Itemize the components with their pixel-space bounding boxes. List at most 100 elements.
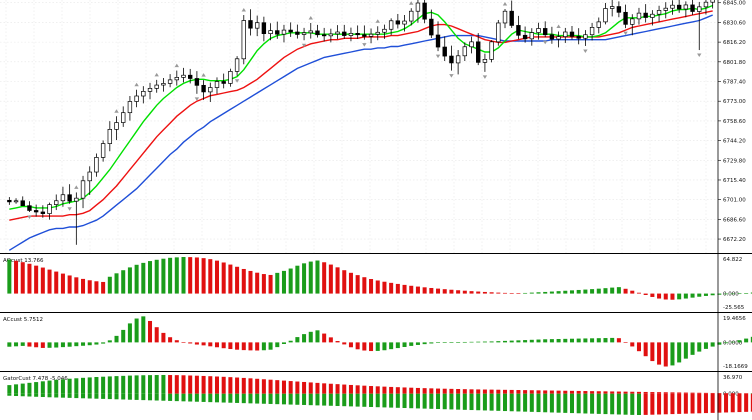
histogram-bar[interactable] — [683, 293, 688, 299]
histogram-bar[interactable] — [590, 338, 595, 343]
histogram-bar[interactable] — [342, 384, 347, 394]
candle-body[interactable] — [415, 2, 421, 12]
histogram-bar[interactable] — [295, 265, 300, 294]
candle-body[interactable] — [556, 36, 561, 40]
histogram-bar[interactable] — [462, 341, 467, 343]
histogram-bar[interactable] — [583, 393, 588, 414]
histogram-bar[interactable] — [677, 293, 682, 300]
histogram-bar[interactable] — [590, 393, 595, 414]
histogram-bar[interactable] — [496, 341, 501, 343]
candle-body[interactable] — [502, 10, 508, 24]
candle-body[interactable] — [623, 11, 628, 25]
histogram-bar[interactable] — [663, 293, 668, 300]
histogram-bar[interactable] — [543, 390, 548, 394]
histogram-bar[interactable] — [543, 393, 548, 413]
histogram-bar[interactable] — [724, 342, 729, 344]
candle-body[interactable] — [609, 6, 615, 9]
histogram-bar[interactable] — [348, 393, 353, 407]
candle-body[interactable] — [301, 32, 307, 35]
histogram-bar[interactable] — [556, 338, 561, 343]
histogram-bar[interactable] — [107, 340, 112, 343]
candle-body[interactable] — [335, 31, 340, 35]
candle-body[interactable] — [596, 21, 601, 28]
histogram-bar[interactable] — [462, 393, 467, 410]
histogram-bar[interactable] — [87, 393, 92, 399]
histogram-bar[interactable] — [482, 393, 487, 411]
histogram-bar[interactable] — [730, 393, 735, 394]
histogram-bar[interactable] — [710, 293, 715, 296]
histogram-bar[interactable] — [650, 342, 655, 362]
histogram-bar[interactable] — [469, 393, 474, 411]
histogram-bar[interactable] — [355, 342, 360, 350]
histogram-bar[interactable] — [308, 261, 313, 294]
histogram-bar[interactable] — [328, 264, 333, 294]
candle-body[interactable] — [549, 34, 555, 40]
candle-body[interactable] — [409, 10, 414, 22]
histogram-bar[interactable] — [670, 293, 675, 300]
candle-body[interactable] — [181, 74, 186, 78]
histogram-bar[interactable] — [335, 393, 340, 406]
histogram-bar[interactable] — [235, 342, 240, 350]
histogram-bar[interactable] — [663, 393, 668, 415]
histogram-bar[interactable] — [590, 391, 595, 394]
candle-body[interactable] — [268, 30, 273, 34]
histogram-bar[interactable] — [623, 342, 628, 343]
histogram-bar[interactable] — [663, 392, 668, 394]
histogram-bar[interactable] — [255, 342, 260, 351]
histogram-bar[interactable] — [141, 262, 146, 294]
histogram-bar[interactable] — [181, 375, 186, 394]
histogram-bar[interactable] — [683, 342, 688, 359]
candle-body[interactable] — [536, 28, 541, 33]
histogram-bar[interactable] — [563, 390, 568, 394]
histogram-bar[interactable] — [67, 275, 72, 294]
histogram-bar[interactable] — [422, 287, 427, 294]
histogram-bar[interactable] — [228, 393, 233, 403]
histogram-bar[interactable] — [469, 291, 474, 294]
candle-body[interactable] — [208, 87, 213, 93]
histogram-bar[interactable] — [141, 375, 146, 394]
histogram-bar[interactable] — [382, 281, 387, 294]
histogram-bar[interactable] — [710, 393, 715, 413]
histogram-bar[interactable] — [355, 385, 360, 394]
candle-body[interactable] — [455, 55, 461, 64]
histogram-bar[interactable] — [750, 336, 752, 343]
histogram-bar[interactable] — [275, 380, 280, 394]
histogram-bar[interactable] — [281, 393, 286, 405]
candle-body[interactable] — [241, 20, 246, 60]
candle-body[interactable] — [509, 10, 514, 26]
histogram-bar[interactable] — [315, 382, 320, 394]
candle-body[interactable] — [107, 129, 113, 144]
candle-body[interactable] — [576, 36, 581, 39]
candle-body[interactable] — [147, 87, 153, 92]
candle-body[interactable] — [221, 81, 226, 84]
histogram-bar[interactable] — [717, 393, 722, 413]
histogram-bar[interactable] — [34, 265, 39, 294]
histogram-bar[interactable] — [737, 393, 742, 394]
histogram-bar[interactable] — [107, 276, 112, 294]
histogram-bar[interactable] — [214, 393, 219, 403]
histogram-bar[interactable] — [174, 340, 179, 343]
candle-body[interactable] — [27, 205, 32, 211]
histogram-bar[interactable] — [161, 374, 166, 394]
histogram-bar[interactable] — [703, 293, 708, 296]
histogram-bar[interactable] — [603, 391, 608, 394]
histogram-bar[interactable] — [188, 375, 193, 394]
histogram-bar[interactable] — [436, 288, 441, 294]
candle-body[interactable] — [388, 20, 394, 30]
candle-body[interactable] — [174, 77, 179, 81]
histogram-bar[interactable] — [737, 393, 742, 413]
candle-body[interactable] — [563, 31, 568, 38]
histogram-bar[interactable] — [201, 342, 206, 346]
histogram-bar[interactable] — [636, 393, 641, 415]
histogram-bar[interactable] — [114, 335, 119, 343]
histogram-bar[interactable] — [275, 272, 280, 294]
histogram-bar[interactable] — [623, 391, 628, 394]
histogram-bar[interactable] — [482, 389, 487, 394]
histogram-bar[interactable] — [616, 391, 621, 394]
histogram-bar[interactable] — [201, 375, 206, 394]
candle-body[interactable] — [194, 78, 200, 86]
histogram-bar[interactable] — [375, 386, 380, 394]
candle-body[interactable] — [690, 4, 695, 12]
histogram-bar[interactable] — [348, 272, 353, 294]
histogram-bar[interactable] — [201, 393, 206, 402]
